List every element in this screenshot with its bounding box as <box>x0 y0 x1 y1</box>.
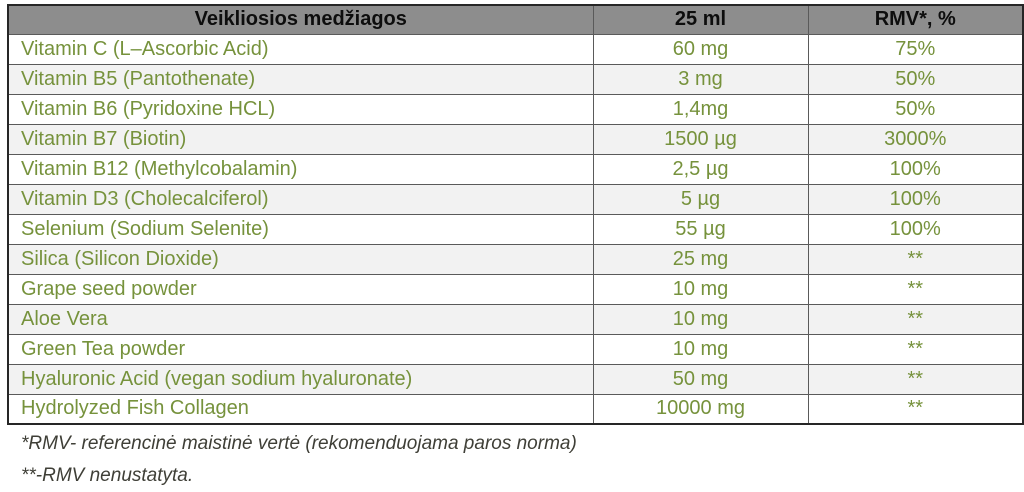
rmv-cell: ** <box>807 303 1024 335</box>
substance-name-cell: Vitamin B5 (Pantothenate) <box>7 63 594 95</box>
substance-name-cell: Hydrolyzed Fish Collagen <box>7 393 594 425</box>
header-row: Veikliosios medžiagos 25 ml RMV*, % <box>7 4 1024 35</box>
substance-name-cell: Vitamin B12 (Methylcobalamin) <box>7 153 594 185</box>
table-row: Vitamin D3 (Cholecalciferol) 5 µg 100% <box>7 183 1024 215</box>
amount-cell: 60 mg <box>592 33 809 65</box>
footnote-rmv-definition: *RMV- referencinė maistinė vertė (rekome… <box>21 433 577 454</box>
amount-cell: 2,5 µg <box>592 153 809 185</box>
rmv-cell: 100% <box>807 183 1024 215</box>
rmv-cell: 100% <box>807 153 1024 185</box>
substance-name-cell: Grape seed powder <box>7 273 594 305</box>
amount-cell: 10 mg <box>592 303 809 335</box>
amount-cell: 50 mg <box>592 363 809 395</box>
table-header: Veikliosios medžiagos 25 ml RMV*, % <box>7 4 1024 35</box>
rmv-cell: 50% <box>807 63 1024 95</box>
col-header-substances: Veikliosios medžiagos <box>7 4 594 35</box>
substance-name-cell: Vitamin B7 (Biotin) <box>7 123 594 155</box>
footnote-rmv-not-established: **-RMV nenustatyta. <box>21 465 194 486</box>
table-row: Green Tea powder 10 mg ** <box>7 333 1024 365</box>
rmv-cell: 50% <box>807 93 1024 125</box>
rmv-cell: ** <box>807 243 1024 275</box>
amount-cell: 5 µg <box>592 183 809 215</box>
rmv-cell: ** <box>807 363 1024 395</box>
amount-cell: 3 mg <box>592 63 809 95</box>
amount-cell: 1,4mg <box>592 93 809 125</box>
amount-cell: 55 µg <box>592 213 809 245</box>
table-row: Vitamin B7 (Biotin) 1500 µg 3000% <box>7 123 1024 155</box>
active-substances-table: Veikliosios medžiagos 25 ml RMV*, % Vita… <box>7 4 1024 425</box>
rmv-cell: ** <box>807 273 1024 305</box>
rmv-cell: 75% <box>807 33 1024 65</box>
amount-cell: 25 mg <box>592 243 809 275</box>
table-row: Hyaluronic Acid (vegan sodium hyaluronat… <box>7 363 1024 395</box>
rmv-cell: 100% <box>807 213 1024 245</box>
table-body: Vitamin C (L–Ascorbic Acid) 60 mg 75% Vi… <box>7 33 1024 425</box>
substance-name-cell: Silica (Silicon Dioxide) <box>7 243 594 275</box>
table-row: Silica (Silicon Dioxide) 25 mg ** <box>7 243 1024 275</box>
table-row: Grape seed powder 10 mg ** <box>7 273 1024 305</box>
substance-name-cell: Aloe Vera <box>7 303 594 335</box>
table-row: Vitamin C (L–Ascorbic Acid) 60 mg 75% <box>7 33 1024 65</box>
substance-name-cell: Vitamin C (L–Ascorbic Acid) <box>7 33 594 65</box>
substance-name-cell: Green Tea powder <box>7 333 594 365</box>
substance-name-cell: Vitamin B6 (Pyridoxine HCL) <box>7 93 594 125</box>
amount-cell: 10 mg <box>592 273 809 305</box>
col-header-amount: 25 ml <box>592 4 809 35</box>
table-row: Hydrolyzed Fish Collagen 10000 mg ** <box>7 393 1024 425</box>
substance-name-cell: Selenium (Sodium Selenite) <box>7 213 594 245</box>
table-row: Vitamin B5 (Pantothenate) 3 mg 50% <box>7 63 1024 95</box>
table-row: Vitamin B12 (Methylcobalamin) 2,5 µg 100… <box>7 153 1024 185</box>
table-row: Selenium (Sodium Selenite) 55 µg 100% <box>7 213 1024 245</box>
amount-cell: 10 mg <box>592 333 809 365</box>
col-header-rmv: RMV*, % <box>807 4 1024 35</box>
substance-name-cell: Hyaluronic Acid (vegan sodium hyaluronat… <box>7 363 594 395</box>
substance-name-cell: Vitamin D3 (Cholecalciferol) <box>7 183 594 215</box>
table-row: Aloe Vera 10 mg ** <box>7 303 1024 335</box>
rmv-cell: ** <box>807 333 1024 365</box>
amount-cell: 1500 µg <box>592 123 809 155</box>
amount-cell: 10000 mg <box>592 393 809 425</box>
footnotes: *RMV- referencinė maistinė vertė (rekome… <box>21 432 1024 488</box>
rmv-cell: ** <box>807 393 1024 425</box>
table-row: Vitamin B6 (Pyridoxine HCL) 1,4mg 50% <box>7 93 1024 125</box>
rmv-cell: 3000% <box>807 123 1024 155</box>
